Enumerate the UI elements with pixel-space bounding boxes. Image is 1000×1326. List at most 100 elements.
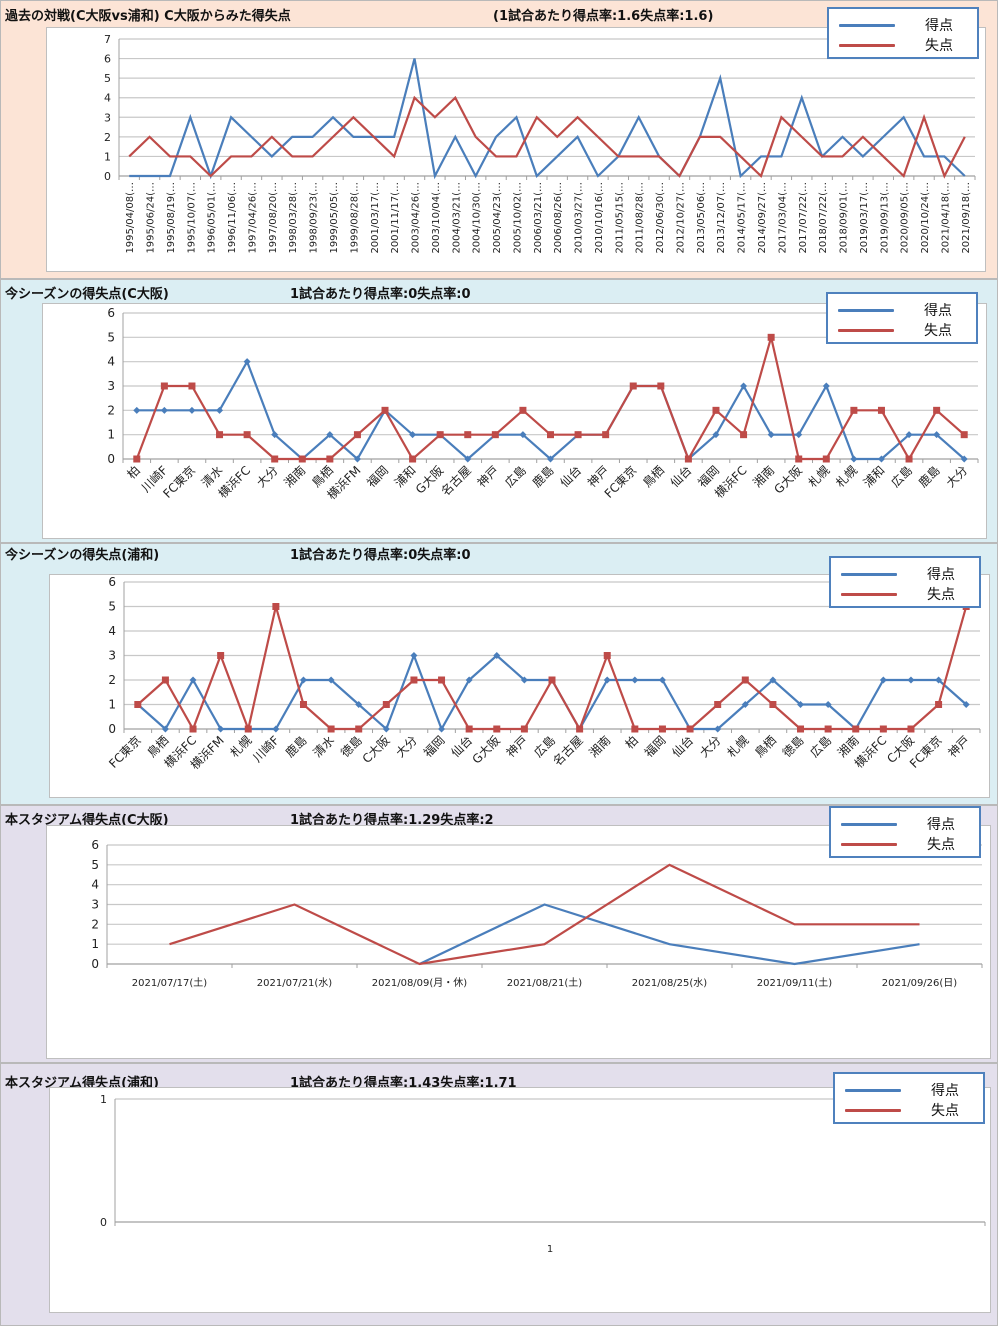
y-tick-label: 0 — [91, 957, 99, 971]
data-point-goals-for — [960, 455, 968, 463]
series-line-goals-against — [137, 606, 968, 733]
x-tick-label: 仙台 — [669, 733, 697, 761]
x-tick-label: 1995/06/24(… — [146, 182, 157, 254]
y-tick-label: 2 — [107, 403, 115, 417]
data-point-goals-against — [935, 701, 943, 708]
data-point-goals-against — [629, 382, 637, 390]
x-tick-label: 2013/12/07(… — [716, 182, 727, 254]
x-tick-label: 大分 — [697, 733, 724, 760]
legend-label: 失点 — [927, 837, 955, 853]
chart-area: 0 1 2 3 4 5 6 2021/07/17(土) 2021/07/21(水) 2021/08… — [46, 825, 991, 1059]
series-line-goals-for — [129, 58, 966, 180]
section-rate: 1試合あたり得点率:0失点率:0 — [290, 287, 471, 302]
x-tick-label: 1998/03/28(… — [288, 182, 299, 254]
data-point-goals-against — [852, 725, 860, 733]
data-point-goals-for — [217, 725, 225, 733]
data-point-goals-for — [797, 701, 805, 708]
x-tick-label: 2004/03/21(… — [451, 182, 462, 254]
x-tick-label: 2011/05/15(… — [614, 182, 625, 254]
data-point-goals-against — [188, 382, 196, 390]
data-point-goals-for — [160, 406, 168, 414]
x-tick-label: 神戸 — [504, 733, 531, 760]
data-point-goals-against — [933, 406, 941, 414]
data-point-goals-against — [824, 725, 832, 733]
data-point-goals-for — [603, 676, 611, 684]
data-point-goals-for — [740, 382, 748, 390]
data-point-goals-against — [491, 431, 499, 439]
x-tick-label: G大阪 — [771, 463, 804, 496]
x-tick-label: 2018/09/01(… — [839, 182, 850, 254]
y-tick-label: 4 — [108, 624, 116, 638]
data-point-goals-for — [547, 455, 554, 463]
chart-season-urawa: 0123456FC東京 鳥栖横浜FC横浜FM 札幌川崎F 鹿島 清水 徳島C大阪 大分 福岡仙… — [106, 575, 981, 772]
legend-label: 失点 — [924, 323, 952, 339]
data-point-goals-for — [767, 431, 775, 439]
x-tick-label: 福岡 — [364, 463, 392, 491]
data-point-goals-against — [520, 725, 528, 733]
x-tick-label: 1996/11/06(… — [227, 182, 238, 254]
x-tick-label: 仙台 — [557, 463, 585, 491]
data-point-goals-against — [603, 652, 611, 659]
data-point-goals-against — [160, 382, 168, 390]
data-point-goals-for — [216, 406, 224, 414]
data-point-goals-for — [327, 676, 335, 684]
x-tick-label: 鹿島 — [529, 463, 557, 491]
legend-label: 得点 — [927, 817, 955, 833]
x-tick-label: G大阪 — [469, 733, 502, 766]
data-point-goals-against — [658, 725, 666, 733]
legend-swatch-red — [838, 328, 894, 332]
data-point-goals-against — [217, 652, 225, 659]
data-point-goals-for — [271, 431, 279, 439]
y-tick-label: 4 — [104, 92, 111, 105]
data-point-goals-against — [409, 455, 417, 463]
data-point-goals-for — [741, 701, 749, 708]
data-point-goals-against — [740, 431, 748, 439]
legend-label: 失点 — [931, 1103, 959, 1119]
legend-item-goals-against: 失点 — [841, 834, 955, 854]
chart-legend: 得点 失点 — [827, 7, 979, 59]
x-tick-label: 2021/04/18(… — [940, 182, 951, 254]
legend-item-goals-for: 得点 — [839, 15, 953, 35]
data-point-goals-against — [382, 701, 390, 708]
y-tick-label: 3 — [91, 898, 99, 912]
y-tick-label: 4 — [91, 878, 99, 892]
x-tick-label: 札幌 — [724, 733, 752, 761]
data-point-goals-for — [272, 725, 280, 733]
x-tick-label: 2021/07/17(土) — [132, 976, 208, 989]
section-season-urawa: 今シーズンの得失点(浦和) 1試合あたり得点率:0失点率:0 0 1 2 3 4 5 6 FC… — [0, 543, 998, 805]
y-tick-label: 2 — [91, 917, 99, 931]
x-tick-label: 2006/08/26(… — [553, 182, 564, 254]
y-tick-label: 6 — [107, 306, 115, 320]
data-point-goals-for — [353, 455, 361, 463]
data-point-goals-for — [933, 431, 941, 439]
chart-legend: 得点 失点 — [833, 1072, 985, 1124]
data-point-goals-for — [631, 676, 639, 684]
data-point-goals-for — [935, 676, 943, 684]
x-tick-label: FC東京 — [106, 733, 144, 771]
series-line-goals-for — [419, 903, 920, 966]
data-point-goals-for — [877, 455, 885, 463]
x-tick-label: 2006/03/21(… — [533, 182, 544, 254]
y-tick-label: 0 — [107, 452, 115, 466]
data-point-goals-against — [299, 701, 307, 708]
section-title: 過去の対戦(C大阪vs浦和) C大阪からみた得失点 — [5, 9, 291, 24]
x-tick-label: 2012/06/30(… — [655, 182, 666, 254]
data-point-goals-for — [822, 382, 830, 390]
data-point-goals-against — [905, 455, 913, 463]
data-point-goals-against — [850, 406, 858, 414]
legend-item-goals-against: 失点 — [845, 1100, 959, 1120]
data-point-goals-for — [299, 676, 307, 684]
data-point-goals-against — [216, 431, 224, 439]
y-tick-label: 1 — [91, 937, 99, 951]
data-point-goals-for — [409, 431, 417, 439]
data-point-goals-for — [326, 431, 334, 439]
data-point-goals-against — [547, 431, 554, 439]
x-tick-label: 神戸 — [475, 463, 502, 490]
x-tick-label: 大分 — [254, 463, 281, 490]
data-point-goals-for — [962, 701, 970, 708]
y-tick-label: 3 — [104, 111, 111, 124]
data-point-goals-against — [133, 455, 141, 463]
x-tick-label: 福岡 — [420, 733, 448, 761]
x-tick-label: 浦和 — [861, 463, 888, 490]
